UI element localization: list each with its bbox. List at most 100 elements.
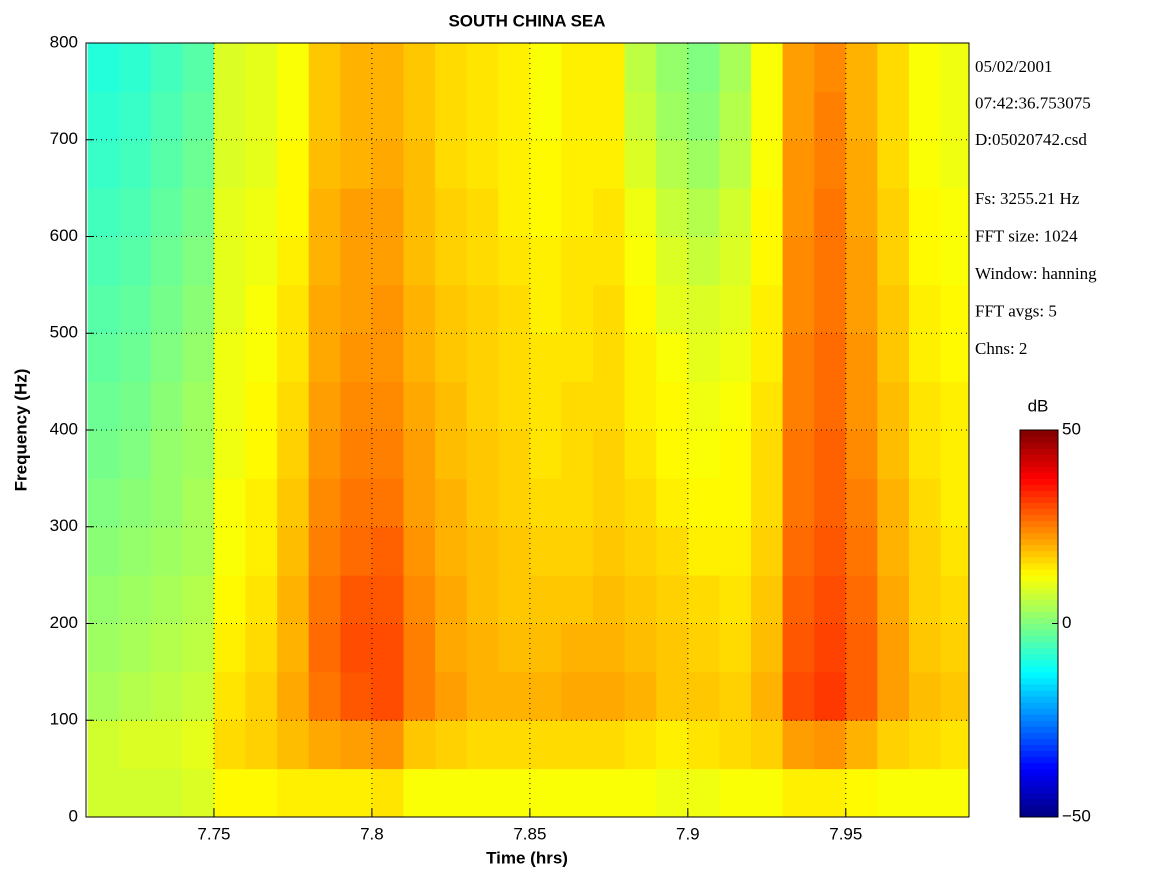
heatmap-cell	[403, 236, 436, 286]
heatmap-cell	[751, 381, 784, 431]
colorbar-tick-label: 0	[1062, 613, 1071, 632]
heatmap-cell	[498, 623, 531, 673]
heatmap-cell	[213, 284, 247, 334]
heatmap-cell	[782, 188, 815, 237]
heatmap-cell	[87, 139, 120, 189]
heatmap-cell	[245, 284, 278, 334]
heatmap-cell	[782, 43, 815, 92]
heatmap-cell	[845, 478, 878, 528]
colorbar-swatch	[1020, 514, 1058, 522]
heatmap-cell	[687, 575, 720, 624]
heatmap-cell	[940, 671, 969, 721]
colorbar-swatch	[1020, 690, 1058, 697]
heatmap-cell	[119, 381, 152, 431]
heatmap-cell	[87, 284, 120, 334]
heatmap-cell	[687, 43, 720, 92]
heatmap-cell	[182, 720, 215, 770]
heatmap-cell	[561, 43, 594, 92]
colorbar-swatch	[1020, 520, 1058, 528]
heatmap-cell	[277, 623, 310, 673]
heatmap-cell	[308, 188, 341, 237]
y-tick-label: 600	[50, 226, 78, 245]
heatmap-cell	[940, 284, 969, 334]
colorbar-swatch	[1020, 581, 1058, 588]
heatmap-cell	[340, 430, 373, 479]
heatmap-cell	[213, 333, 247, 383]
heatmap-cell	[213, 91, 247, 141]
heatmap-cell	[87, 575, 120, 624]
heatmap-cell	[150, 720, 183, 770]
heatmap-cell	[340, 623, 373, 673]
heatmap-cell	[371, 43, 405, 92]
heatmap-cell	[687, 623, 720, 673]
heatmap-cell	[340, 526, 373, 576]
heatmap-cell	[277, 381, 310, 431]
heatmap-cell	[687, 188, 720, 237]
heatmap-cell	[466, 139, 499, 189]
heatmap-cell	[877, 333, 910, 383]
heatmap-cell	[213, 139, 247, 189]
heatmap-cell	[593, 430, 626, 479]
colorbar-swatch	[1020, 641, 1058, 649]
heatmap-cell	[845, 284, 878, 334]
heatmap-cell	[719, 768, 752, 817]
colorbar-swatch	[1020, 430, 1058, 437]
heatmap-cell	[466, 478, 499, 528]
colorbar-swatch	[1020, 569, 1058, 576]
heatmap-cell	[308, 526, 341, 576]
heatmap-cell	[624, 430, 657, 479]
heatmap-cell	[908, 478, 942, 528]
heatmap-cell	[593, 236, 626, 286]
heatmap-cell	[277, 478, 310, 528]
heatmap-cell	[150, 381, 183, 431]
heatmap-cell	[561, 236, 594, 286]
colorbar-swatch	[1020, 780, 1058, 788]
heatmap-cell	[87, 720, 120, 770]
colorbar-swatch	[1020, 647, 1058, 655]
heatmap-cell	[119, 671, 152, 721]
heatmap-cell	[87, 91, 120, 141]
colorbar-tick-label: 50	[1062, 419, 1081, 438]
heatmap-cell	[908, 720, 942, 770]
colorbar-swatch	[1020, 677, 1058, 685]
heatmap-cell	[213, 43, 247, 92]
heatmap-cell	[687, 720, 720, 770]
colorbar-swatch	[1020, 696, 1058, 703]
heatmap-cell	[119, 623, 152, 673]
heatmap-cell	[719, 720, 752, 770]
heatmap-cell	[435, 720, 468, 770]
heatmap-cell	[213, 381, 247, 431]
colorbar-swatch	[1020, 732, 1058, 739]
heatmap-cell	[877, 430, 910, 479]
heatmap-cell	[529, 575, 562, 624]
heatmap-cell	[213, 720, 247, 770]
heatmap-cell	[213, 236, 247, 286]
colorbar-swatch	[1020, 671, 1058, 679]
heatmap-cell	[845, 236, 878, 286]
heatmap-cell	[182, 43, 215, 92]
heatmap-cell	[529, 188, 562, 237]
heatmap-cell	[624, 333, 657, 383]
heatmap-cell	[814, 768, 847, 817]
heatmap-cell	[150, 333, 183, 383]
heatmap-cell	[624, 188, 657, 237]
heatmap-cell	[908, 381, 942, 431]
heatmap-cell	[277, 526, 310, 576]
heatmap-cell	[877, 139, 910, 189]
heatmap-cell	[656, 236, 689, 286]
heatmap-cell	[150, 478, 183, 528]
heatmap-cell	[908, 284, 942, 334]
heatmap-cell	[561, 333, 594, 383]
heatmap-cell	[940, 720, 969, 770]
colorbar-swatch	[1020, 605, 1058, 612]
heatmap-cell	[782, 236, 815, 286]
heatmap-cell	[656, 623, 689, 673]
heatmap-cell	[87, 430, 120, 479]
heatmap-cell	[593, 139, 626, 189]
y-tick-label: 800	[50, 32, 78, 51]
heatmap-cell	[593, 526, 626, 576]
heatmap-cell	[593, 284, 626, 334]
heatmap-cell	[908, 526, 942, 576]
heatmap-cell	[308, 478, 341, 528]
colorbar-swatch	[1020, 466, 1058, 473]
